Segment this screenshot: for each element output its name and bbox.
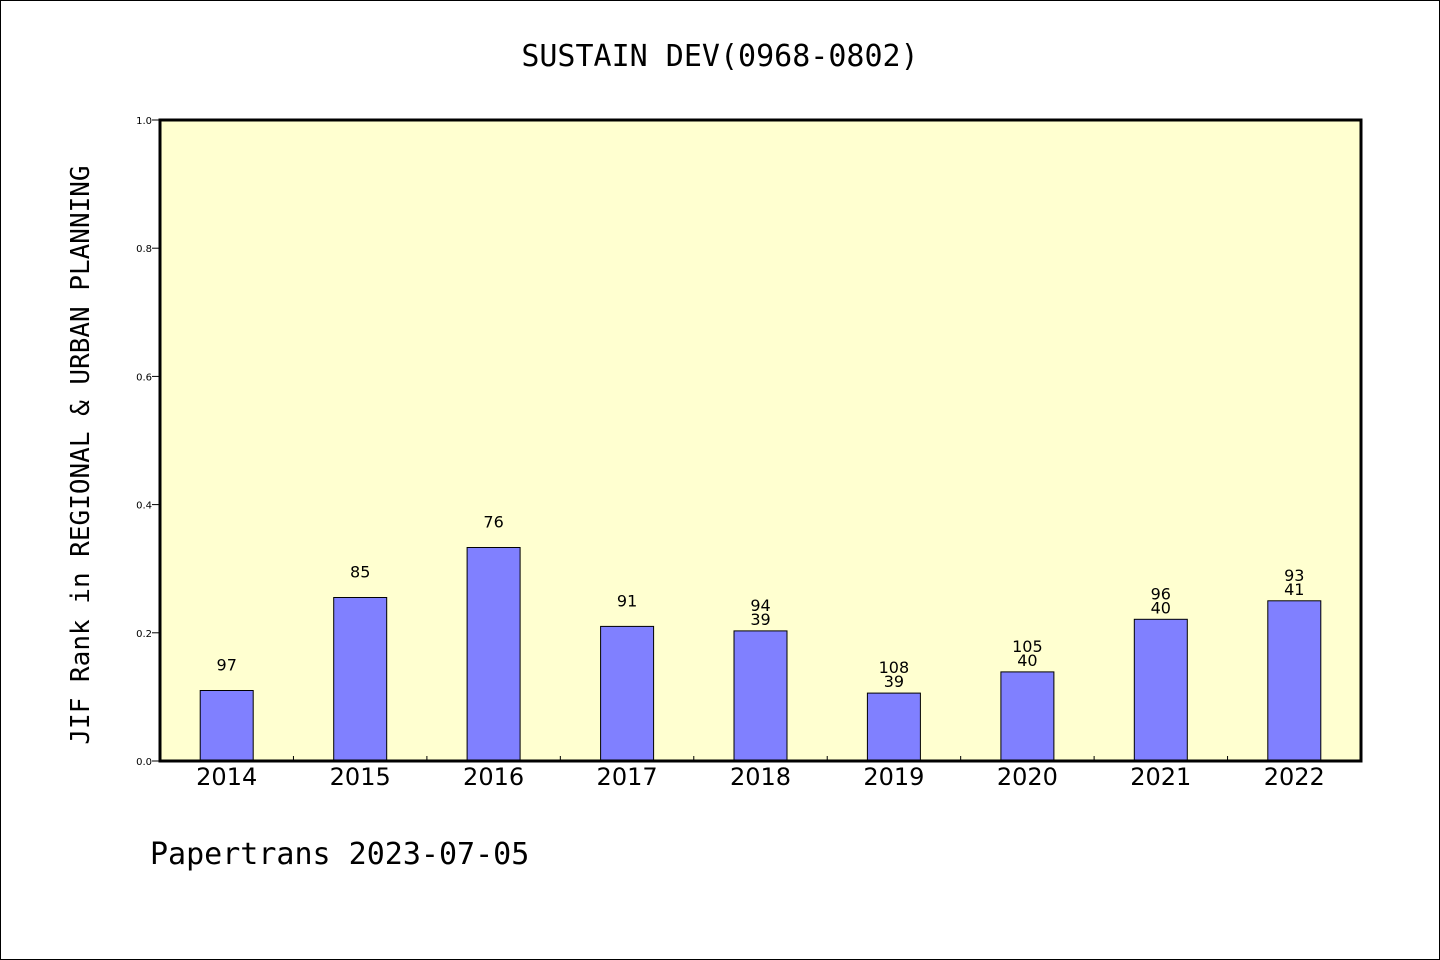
bar-2022 [1267, 600, 1322, 762]
y-tick-label: 0.2 [136, 629, 152, 640]
footer-text: Papertrans 2023-07-05 [150, 837, 529, 872]
x-tick-label-2022: 2022 [1264, 763, 1325, 791]
x-axis: 2014 2015 2016 2017 2018 2019 2020 2021 2022 [196, 756, 1325, 791]
data-label-2016: 76 [483, 513, 503, 532]
y-axis: 0.0 0.2 0.4 0.6 0.8 1.0 [136, 116, 160, 768]
chart-title: SUSTAIN DEV(0968-0802) [521, 39, 918, 74]
y-tick-label: 0.8 [136, 244, 152, 255]
bars-group [199, 547, 1322, 762]
data-label-2020-upper: 105 [1012, 637, 1043, 656]
data-label-2021-upper: 96 [1151, 584, 1171, 603]
data-label-2015: 85 [350, 563, 370, 582]
data-label-2022-upper: 93 [1284, 566, 1304, 585]
plot-border [158, 118, 1363, 763]
x-tick-label-2014: 2014 [196, 763, 257, 791]
data-label-2021-lower: 40 [1151, 598, 1171, 617]
data-label-2022-lower: 41 [1284, 580, 1304, 599]
x-tick-label-2016: 2016 [463, 763, 524, 791]
bar-2020 [1000, 671, 1055, 762]
y-tick-label: 1.0 [136, 116, 152, 127]
data-label-2014: 97 [217, 656, 237, 675]
x-tick-label-2015: 2015 [330, 763, 391, 791]
x-tick-label-2019: 2019 [863, 763, 924, 791]
bar-2015 [333, 597, 388, 762]
bar-2021 [1133, 618, 1188, 762]
bar-2016 [466, 547, 521, 762]
data-label-2017: 91 [617, 591, 637, 610]
data-label-2019-lower: 39 [884, 672, 904, 691]
y-tick-label: 0.6 [136, 372, 152, 383]
x-tick-label-2018: 2018 [730, 763, 791, 791]
bar-2014 [199, 690, 254, 762]
data-label-2018-upper: 94 [750, 596, 770, 615]
x-tick-label-2021: 2021 [1130, 763, 1191, 791]
data-label-2019-upper: 108 [879, 658, 910, 677]
x-tick-label-2017: 2017 [597, 763, 658, 791]
bar-2017 [600, 625, 655, 762]
y-tick-label: 0.0 [136, 757, 152, 768]
y-tick-label: 0.4 [136, 501, 152, 512]
data-label-2018-lower: 39 [750, 610, 770, 629]
bar-2018 [733, 630, 788, 762]
bar-2019 [866, 692, 921, 762]
x-tick-label-2020: 2020 [997, 763, 1058, 791]
data-label-2020-lower: 40 [1017, 651, 1037, 670]
y-axis-label: JIF Rank in REGIONAL & URBAN PLANNING [66, 165, 96, 744]
